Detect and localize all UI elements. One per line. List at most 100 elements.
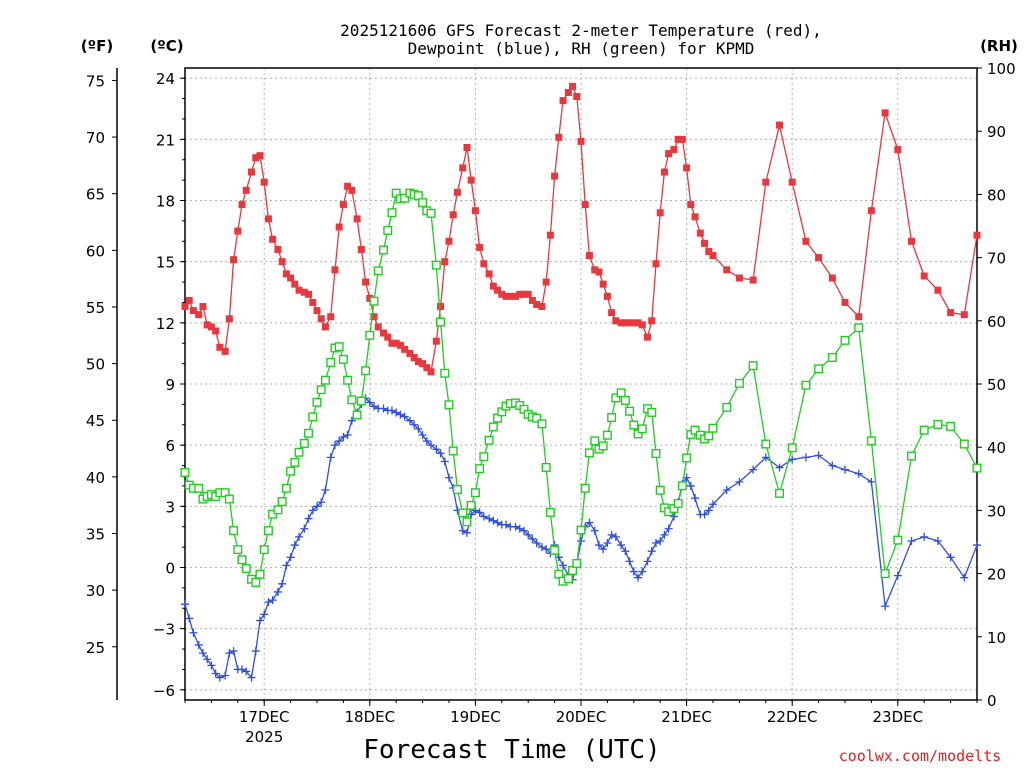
temperature-point [678, 135, 686, 143]
temperature-point [960, 311, 968, 319]
temperature-point [423, 364, 431, 372]
temperature-point [656, 209, 664, 217]
rh-point [907, 451, 917, 461]
rh-point [704, 431, 714, 441]
rh-point [273, 505, 283, 515]
temperature-point [282, 270, 290, 278]
temperature-point [287, 274, 295, 282]
dewpoint-point [286, 553, 295, 562]
dewpoint-point [854, 469, 863, 478]
temperature-point [476, 243, 484, 251]
temperature-point [230, 256, 238, 264]
fahrenheit-tick-label: 60 [86, 242, 105, 260]
temperature-point [494, 286, 502, 294]
temperature-point [894, 146, 902, 154]
rh-point [576, 525, 586, 535]
rh-tick-label: 40 [987, 439, 1006, 457]
rh-point [277, 497, 287, 507]
rh-point [444, 400, 454, 410]
temperature-point [242, 186, 250, 194]
dewpoint-point [761, 453, 770, 462]
dewpoint-point [290, 541, 299, 550]
rh-point [620, 395, 630, 405]
temperature-point [630, 319, 638, 327]
dewpoint-point [537, 543, 546, 552]
dewpoint-point [617, 541, 626, 550]
dewpoint-point [440, 457, 449, 466]
dewpoint-point [198, 649, 207, 658]
rh-point [194, 483, 204, 493]
dewpoint-point [211, 669, 220, 678]
rh-point [365, 330, 375, 340]
dewpoint-point [194, 640, 203, 649]
temperature-point [528, 296, 536, 304]
dewpoint-point [502, 520, 511, 529]
dewpoint-point [300, 524, 309, 533]
rh-point [356, 396, 366, 406]
celsius-tick-label: 0 [165, 559, 175, 577]
rh-point [426, 208, 436, 218]
temperature-point [327, 313, 335, 321]
temperature-point [920, 272, 928, 280]
rh-point [224, 494, 234, 504]
celsius-tick-label: 15 [156, 254, 175, 272]
temperature-point [524, 290, 532, 298]
temperature-point [776, 121, 784, 129]
rh-point [690, 425, 700, 435]
x-tick-label: 19DEC [450, 708, 501, 726]
rh-point [488, 422, 498, 432]
temperature-point [506, 292, 514, 300]
temperature-point [723, 266, 731, 274]
rh-point [598, 441, 608, 451]
temperature-point [638, 321, 646, 329]
temperature-point [441, 258, 449, 266]
temperature-point [212, 327, 220, 335]
temperature-point [603, 292, 611, 300]
dewpoint-point [515, 524, 524, 533]
temperature-point [295, 286, 303, 294]
celsius-tick-label: −6 [153, 682, 175, 700]
temperature-point [427, 368, 435, 376]
temperature-point [449, 211, 457, 219]
dewpoint-point [387, 406, 396, 415]
rh-point [440, 368, 450, 378]
rh-point [840, 335, 850, 345]
temperature-point [581, 201, 589, 209]
dewpoint-point [347, 416, 356, 425]
temperature-point [185, 296, 193, 304]
rh-tick-label: 30 [987, 502, 1006, 520]
credit-link[interactable]: coolwx.com/modelts [839, 747, 1002, 765]
temperature-point [947, 309, 955, 317]
dewpoint-point [215, 673, 224, 682]
chart-title-line-2: Dewpoint (blue), RH (green) for KPMD [408, 39, 755, 58]
dewpoint-point [749, 465, 758, 474]
celsius-tick-label: 21 [156, 131, 175, 149]
dewpoint-point [422, 437, 431, 446]
temperature-point [546, 231, 554, 239]
rh-point [708, 423, 718, 433]
temperature-point [203, 321, 211, 329]
rh-point [286, 466, 296, 476]
rh-point [387, 208, 397, 218]
dewpoint-point [907, 536, 916, 545]
temperature-point [269, 235, 277, 243]
rh-point [545, 507, 555, 517]
fahrenheit-unit-label: (ºF) [81, 37, 113, 55]
dewpoint-point [893, 571, 902, 580]
temperature-point [608, 309, 616, 317]
temperature-point [234, 227, 242, 235]
rh-point [418, 198, 428, 208]
dewpoint-point [304, 514, 313, 523]
rh-point [972, 463, 982, 473]
dewpoint-point [282, 561, 291, 570]
rh-point [338, 354, 348, 364]
temperature-point [691, 213, 699, 221]
dewpoint-point [493, 518, 502, 527]
x-tick-label: 17DEC [239, 708, 290, 726]
dewpoint-point [321, 486, 330, 495]
dewpoint-point [960, 573, 969, 582]
dewpoint-point [365, 398, 374, 407]
dewpoint-point [326, 453, 335, 462]
temperature-point [665, 150, 673, 158]
